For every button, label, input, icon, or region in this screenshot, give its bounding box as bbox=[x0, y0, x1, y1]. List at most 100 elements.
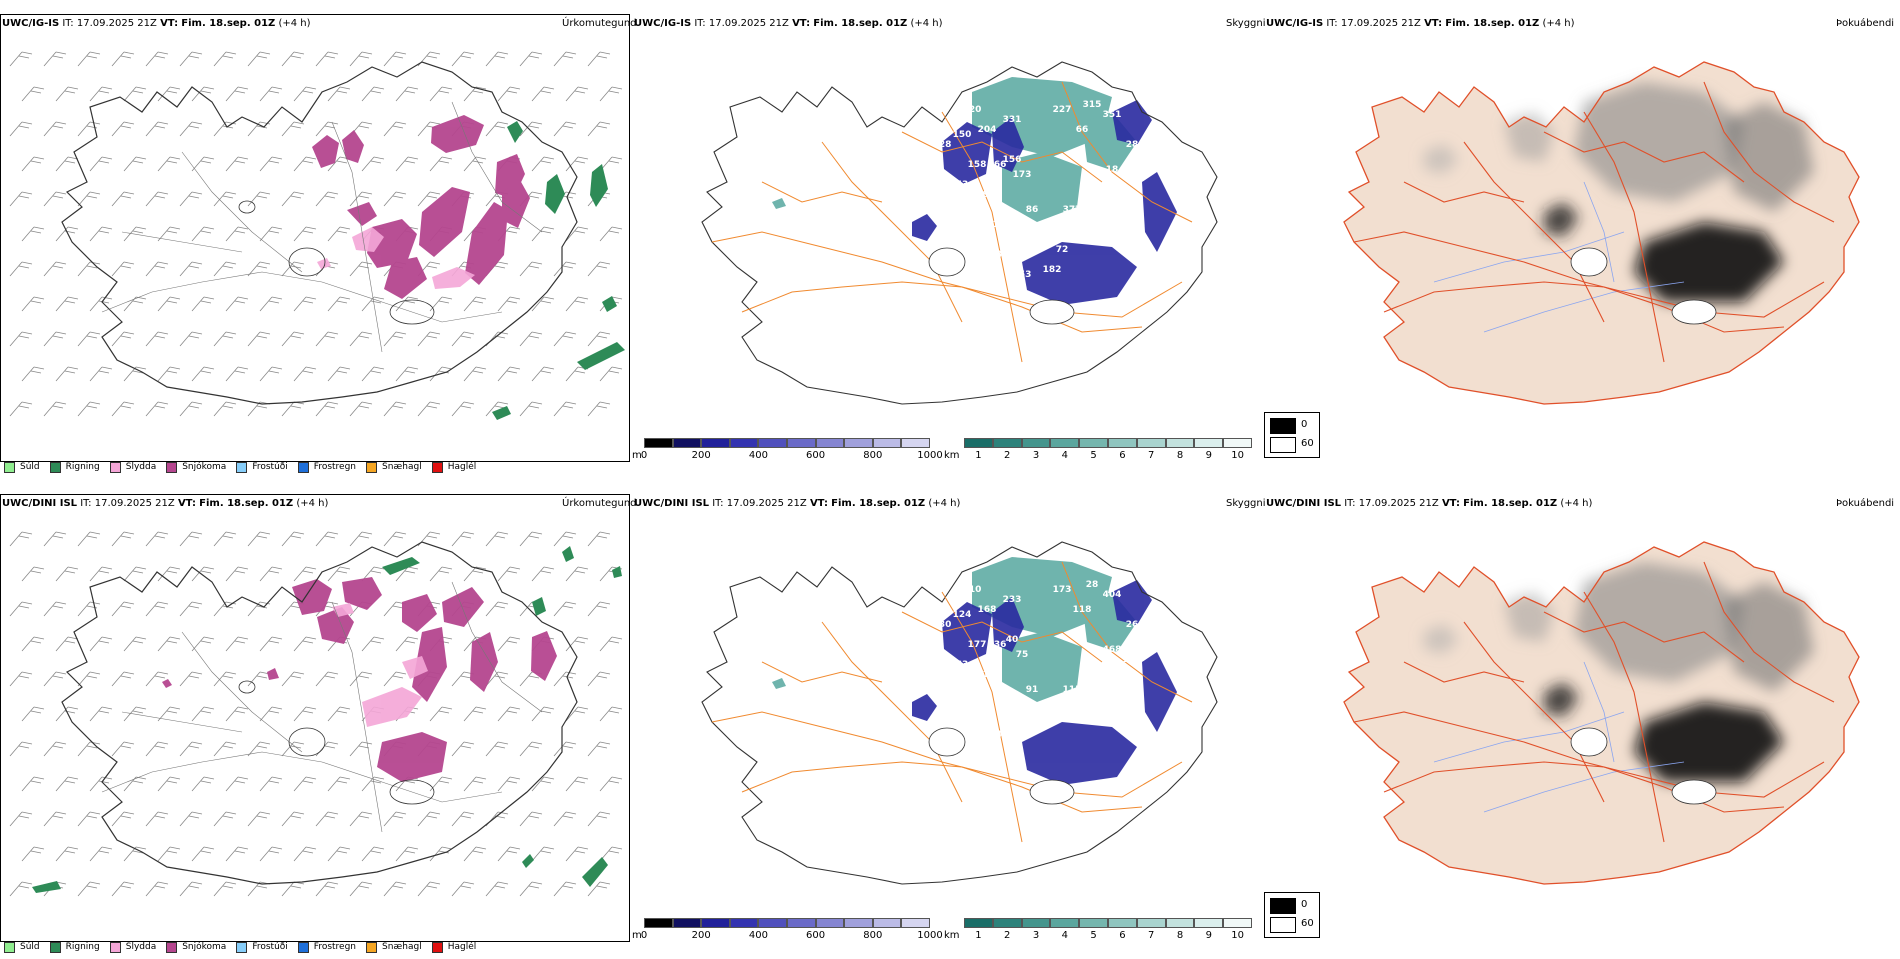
wind-barb bbox=[157, 366, 181, 382]
vis-area bbox=[772, 198, 786, 209]
legend-label: Snjókoma bbox=[182, 942, 227, 952]
wind-barb bbox=[89, 846, 113, 862]
colorbar-segment bbox=[1108, 438, 1137, 448]
colorbar-segment bbox=[1165, 438, 1195, 448]
wind-barb bbox=[599, 706, 623, 722]
legend-item: Haglél bbox=[431, 461, 476, 473]
river bbox=[1583, 181, 1615, 283]
ceiling-label: 168 bbox=[978, 605, 997, 615]
ceiling-label: 66 bbox=[1076, 125, 1089, 135]
panel-title-line: UWC/IG-IS IT: 17.09.2025 21Z VT: Fim. 18… bbox=[2, 18, 311, 29]
model-name: UWC/DINI ISL bbox=[2, 498, 78, 509]
ceiling-label: 156 bbox=[1003, 155, 1022, 165]
legend-label: Slydda bbox=[125, 942, 157, 952]
wind-barb bbox=[429, 776, 453, 792]
road bbox=[1061, 81, 1193, 223]
precip-legend: Súld Rigning Slydda Snjókoma Frostúði Frostre… bbox=[4, 939, 486, 955]
ceiling-label: 128 bbox=[933, 140, 952, 150]
wind-barb bbox=[225, 706, 249, 722]
road bbox=[1403, 181, 1525, 203]
coastline bbox=[1343, 61, 1860, 405]
wind-barb bbox=[531, 846, 555, 862]
product-title: Úrkomutegund bbox=[562, 498, 637, 509]
glacier bbox=[1671, 299, 1717, 325]
wind-barb bbox=[77, 191, 101, 207]
wind-barb bbox=[191, 86, 215, 102]
ceiling-label: 86 bbox=[1026, 205, 1039, 215]
fog-level-60: 60 bbox=[1301, 918, 1314, 929]
wind-barb bbox=[587, 401, 611, 417]
wind-barb bbox=[213, 51, 237, 67]
fog-swatch-60 bbox=[1270, 437, 1296, 453]
colorbar-tick: 6 bbox=[1119, 450, 1126, 461]
legend-item: Rigning bbox=[49, 941, 100, 953]
vis-area bbox=[1002, 152, 1082, 222]
wind-barb bbox=[553, 531, 577, 547]
wind-barb bbox=[225, 636, 249, 652]
wind-barb bbox=[327, 846, 351, 862]
ceiling-label: 75 bbox=[1016, 650, 1029, 660]
colorbar-segment bbox=[872, 918, 902, 928]
ceiling-label: 107 bbox=[1123, 655, 1142, 665]
wind-barb bbox=[315, 881, 339, 897]
wind-barb bbox=[89, 366, 113, 382]
valid-label: VT: bbox=[160, 18, 179, 29]
valid-time: Fim. 18.sep. 01Z bbox=[1463, 498, 1558, 509]
wind-barb bbox=[77, 531, 101, 547]
glacier bbox=[1029, 299, 1075, 325]
precip-map bbox=[9, 51, 625, 420]
glacier bbox=[928, 727, 966, 757]
wind-barb bbox=[179, 401, 203, 417]
fog-level-60: 60 bbox=[1301, 438, 1314, 449]
ceiling-area bbox=[1112, 580, 1152, 625]
wind-barb bbox=[111, 531, 135, 547]
wind-barb bbox=[43, 741, 67, 757]
init-time: IT: 17.09.2025 21Z bbox=[80, 498, 175, 509]
wind-barb bbox=[497, 366, 521, 382]
wind-barb bbox=[553, 671, 577, 687]
wind-barb bbox=[463, 846, 487, 862]
ceiling-label: 173 bbox=[1013, 170, 1032, 180]
wind-barb bbox=[497, 296, 521, 312]
wind-barb bbox=[259, 566, 283, 582]
legend-item: Frostúði bbox=[236, 461, 288, 473]
wind-barb bbox=[361, 296, 385, 312]
wind-barb bbox=[77, 741, 101, 757]
wind-barb bbox=[349, 51, 373, 67]
colorbar-segment bbox=[964, 438, 993, 448]
fog-area bbox=[1724, 582, 1814, 692]
wind-barb bbox=[565, 776, 589, 792]
ceiling-label: 183 bbox=[983, 670, 1002, 680]
wind-barb bbox=[587, 331, 611, 347]
wind-barb bbox=[315, 811, 339, 827]
wind-barb bbox=[225, 566, 249, 582]
ceiling-label: 227 bbox=[1053, 105, 1072, 115]
wind-barb bbox=[191, 706, 215, 722]
wind-barb bbox=[259, 226, 283, 242]
wind-barb bbox=[157, 296, 181, 312]
wind-barb bbox=[531, 296, 555, 312]
ceiling-label: 77 bbox=[996, 700, 1009, 710]
wind-barb bbox=[55, 636, 79, 652]
wind-barb bbox=[485, 881, 509, 897]
road bbox=[761, 181, 883, 203]
colorbar-segment bbox=[672, 438, 702, 448]
wind-barb bbox=[9, 331, 33, 347]
wind-barb bbox=[145, 811, 169, 827]
legend-label: Frostúði bbox=[252, 462, 288, 472]
ceiling-area bbox=[992, 597, 1024, 652]
wind-barb bbox=[315, 741, 339, 757]
wind-barb bbox=[213, 671, 237, 687]
glaciers bbox=[1570, 247, 1717, 325]
wind-barb bbox=[315, 401, 339, 417]
ceiling-label: 404 bbox=[1103, 590, 1122, 600]
wind-barb bbox=[123, 366, 147, 382]
colorbar-tick: 200 bbox=[691, 930, 711, 941]
rain-areas bbox=[32, 546, 622, 893]
wind-barb bbox=[55, 566, 79, 582]
wind-barb bbox=[157, 566, 181, 582]
ceiling-label: 38 bbox=[851, 240, 864, 250]
wind-barb bbox=[587, 881, 611, 897]
wind-barb bbox=[43, 51, 67, 67]
wind-barb bbox=[157, 226, 181, 242]
